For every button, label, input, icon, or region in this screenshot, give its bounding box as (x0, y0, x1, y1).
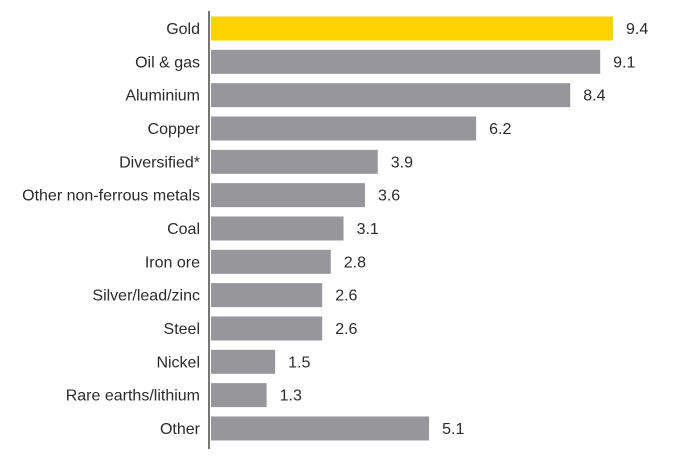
category-label-rare-earths-lithium: Rare earths/lithium (66, 388, 200, 405)
category-label-other-non-ferrous-metals: Other non-ferrous metals (22, 188, 200, 205)
category-label-gold: Gold (166, 21, 200, 38)
category-label-nickel: Nickel (156, 354, 200, 371)
category-label-steel: Steel (164, 321, 200, 338)
value-label-copper: 6.2 (489, 121, 511, 138)
value-label-aluminium: 8.4 (583, 88, 605, 105)
bar-aluminium (211, 83, 571, 108)
bar-nickel (211, 349, 276, 374)
value-label-diversified: 3.9 (391, 154, 413, 171)
category-label-copper: Copper (148, 121, 201, 138)
bar-rare-earths-lithium (211, 383, 267, 408)
value-label-coal: 3.1 (357, 221, 379, 238)
bars-group (211, 16, 613, 441)
value-label-rare-earths-lithium: 1.3 (280, 388, 302, 405)
bar-diversified (211, 149, 378, 174)
bar-oil-gas (211, 49, 601, 74)
bar-steel (211, 316, 323, 341)
value-label-silver-lead-zinc: 2.6 (335, 288, 357, 305)
value-labels-group: 9.4 9.1 8.4 6.2 3.9 3.6 3.1 2.8 2.6 2.6 1.5 1.3 5.1 (280, 21, 649, 438)
value-label-gold: 9.4 (626, 21, 648, 38)
bar-other (211, 416, 430, 441)
value-label-other-non-ferrous-metals: 3.6 (378, 188, 400, 205)
value-label-other: 5.1 (442, 421, 464, 438)
category-label-diversified: Diversified* (119, 154, 200, 171)
category-label-other: Other (160, 421, 201, 438)
bar-gold (211, 16, 613, 41)
category-label-aluminium: Aluminium (125, 88, 200, 105)
category-label-silver-lead-zinc: Silver/lead/zinc (92, 288, 200, 305)
bar-iron-ore (211, 249, 331, 274)
bar-copper (211, 116, 477, 141)
category-label-oil-gas: Oil & gas (135, 54, 200, 71)
bar-coal (211, 216, 344, 241)
value-label-iron-ore: 2.8 (344, 254, 366, 271)
category-label-coal: Coal (167, 221, 200, 238)
category-labels-group: Gold Oil & gas Aluminium Copper Diversified*… (22, 21, 201, 438)
value-label-steel: 2.6 (335, 321, 357, 338)
bar-silver-lead-zinc (211, 283, 323, 308)
value-label-nickel: 1.5 (288, 354, 310, 371)
category-label-iron-ore: Iron ore (145, 254, 200, 271)
value-label-oil-gas: 9.1 (613, 54, 635, 71)
bar-other-non-ferrous-metals (211, 183, 365, 208)
